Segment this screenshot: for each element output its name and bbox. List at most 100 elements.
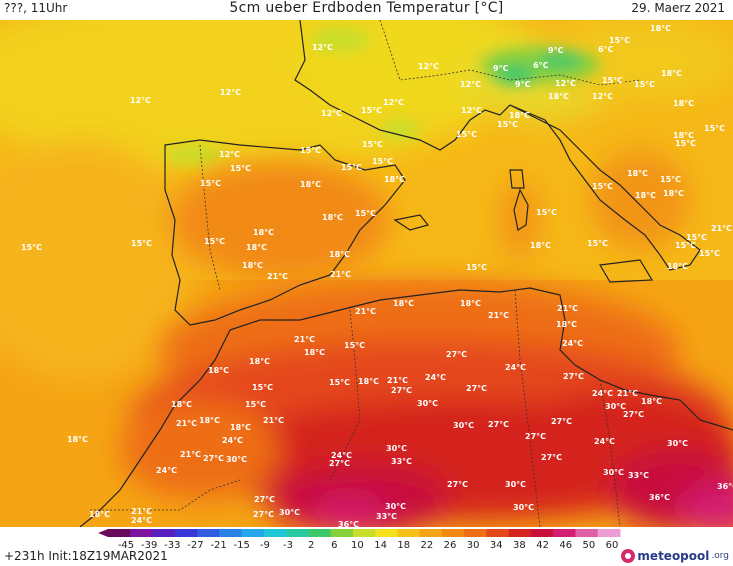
legend-swatch	[597, 529, 621, 537]
temperature-label: 36°C	[649, 493, 670, 502]
temperature-label: 15°C	[634, 80, 655, 89]
temperature-label: 15°C	[344, 341, 365, 350]
legend-tick-label: 30	[467, 540, 480, 549]
legend-swatch	[152, 529, 176, 537]
temperature-label: 30°C	[417, 399, 438, 408]
temperature-label: 15°C	[372, 157, 393, 166]
temperature-label: 15°C	[609, 36, 630, 45]
legend-arrow-icon	[98, 529, 108, 537]
legend-swatch	[197, 529, 220, 537]
temperature-label: 12°C	[219, 150, 240, 159]
temperature-label: 30°C	[385, 502, 406, 511]
temperature-label: 21°C	[387, 376, 408, 385]
legend-swatch	[553, 529, 576, 537]
temperature-label: 18°C	[329, 250, 350, 259]
temperature-label: 18°C	[249, 357, 270, 366]
legend-tick-label: 46	[559, 540, 572, 549]
temperature-label: 30°C	[226, 455, 247, 464]
temperature-label: 30°C	[605, 402, 626, 411]
temperature-label: 18°C	[253, 228, 274, 237]
temperature-label: 18°C	[548, 92, 569, 101]
temperature-label: 33°C	[376, 512, 397, 521]
temperature-map: 12°C 12°C 12°C 12°C 12°C 15°C 12°C 12°C 12°C 9°C 6…	[0, 20, 733, 527]
forecast-date: 29. Maerz 2021	[631, 1, 725, 15]
temperature-label: 18°C	[242, 261, 263, 270]
temperature-label: 18°C	[304, 348, 325, 357]
legend-tick-label: 18	[397, 540, 410, 549]
temperature-label: 18°C	[663, 189, 684, 198]
temperature-label: 12°C	[460, 80, 481, 89]
forecast-time-label: ???, 11Uhr	[4, 1, 68, 15]
legend-tick-label: -3	[283, 540, 293, 549]
temperature-label: 30°C	[513, 503, 534, 512]
temperature-label: 15°C	[204, 237, 225, 246]
temperature-label: 15°C	[362, 140, 383, 149]
africa-hot-zones	[120, 280, 733, 527]
legend-swatch	[397, 529, 421, 537]
temperature-label: 27°C	[253, 510, 274, 519]
color-legend: -45 -39 -33 -27 -21 -15 -9 -3 2 6 10 14 18 22 26 30 34 38…	[98, 529, 621, 549]
temperature-label: 18°C	[199, 416, 220, 425]
temperature-label: 18°C	[384, 175, 405, 184]
legend-swatch	[352, 529, 376, 537]
temperature-label: 24°C	[425, 373, 446, 382]
legend-swatch	[486, 529, 510, 537]
model-run-info: +231h Init:18Z19MAR2021	[4, 549, 168, 563]
legend-tick-label: -9	[260, 540, 270, 549]
temperature-label: 15°C	[329, 378, 350, 387]
coastlines	[79, 20, 733, 527]
legend-swatch	[464, 529, 487, 537]
temperature-label: 21°C	[176, 419, 197, 428]
temperature-label: 18°C	[393, 299, 414, 308]
temperature-label: 27°C	[329, 459, 350, 468]
temperature-label: 18°C	[635, 191, 656, 200]
temperature-label: 15°C	[592, 182, 613, 191]
temperature-label: 21°C	[488, 311, 509, 320]
temperature-label: 15°C	[497, 120, 518, 129]
temperature-label: 27°C	[488, 420, 509, 429]
legend-tick-label: -39	[141, 540, 157, 549]
temperature-labels: 12°C 12°C 12°C 12°C 12°C 15°C 12°C 12°C 12°C 9°C 6…	[21, 24, 733, 527]
temperature-label: 15°C	[704, 124, 725, 133]
temperature-label: 12°C	[321, 109, 342, 118]
temperature-label: 30°C	[603, 468, 624, 477]
temperature-label: 27°C	[446, 350, 467, 359]
temperature-label: 18°C	[641, 397, 662, 406]
temperature-label: 15°C	[300, 146, 321, 155]
legend-tick-label: 26	[444, 540, 457, 549]
legend-tick-label: 2	[308, 540, 314, 549]
temperature-label: 18°C	[230, 423, 251, 432]
legend-tick-label: -15	[234, 540, 250, 549]
temperature-label: 12°C	[130, 96, 151, 105]
temperature-label: 27°C	[447, 480, 468, 489]
temperature-label: 27°C	[563, 372, 584, 381]
temperature-label: 12°C	[383, 98, 404, 107]
temperature-label: 6°C	[533, 61, 549, 70]
temperature-label: 15°C	[602, 76, 623, 85]
temperature-label: 15°C	[675, 241, 696, 250]
temperature-label: 33°C	[391, 457, 412, 466]
temperature-label: 27°C	[254, 495, 275, 504]
temperature-label: 30°C	[667, 439, 688, 448]
temperature-label: 18°C	[89, 510, 110, 519]
temperature-label: 24°C	[222, 436, 243, 445]
legend-tick-label: -21	[210, 540, 226, 549]
temperature-label: 21°C	[263, 416, 284, 425]
map-title: 5cm ueber Erdboden Temperatur [°C]	[229, 0, 504, 16]
temperature-label: 12°C	[592, 92, 613, 101]
legend-swatch	[174, 529, 198, 537]
legend-swatch	[263, 529, 287, 537]
temperature-label: 21°C	[180, 450, 201, 459]
legend-swatch	[375, 529, 398, 537]
legend-tick-label: 10	[351, 540, 364, 549]
temperature-label: 6°C	[598, 45, 614, 54]
temperature-label: 33°C	[628, 471, 649, 480]
temperature-label: 15°C	[131, 239, 152, 248]
temperature-label: 18°C	[661, 69, 682, 78]
temperature-label: 24°C	[505, 363, 526, 372]
legend-tick-label: 22	[420, 540, 433, 549]
temperature-label: 18°C	[556, 320, 577, 329]
legend-swatch	[419, 529, 443, 537]
land-warm-zones	[170, 150, 690, 280]
